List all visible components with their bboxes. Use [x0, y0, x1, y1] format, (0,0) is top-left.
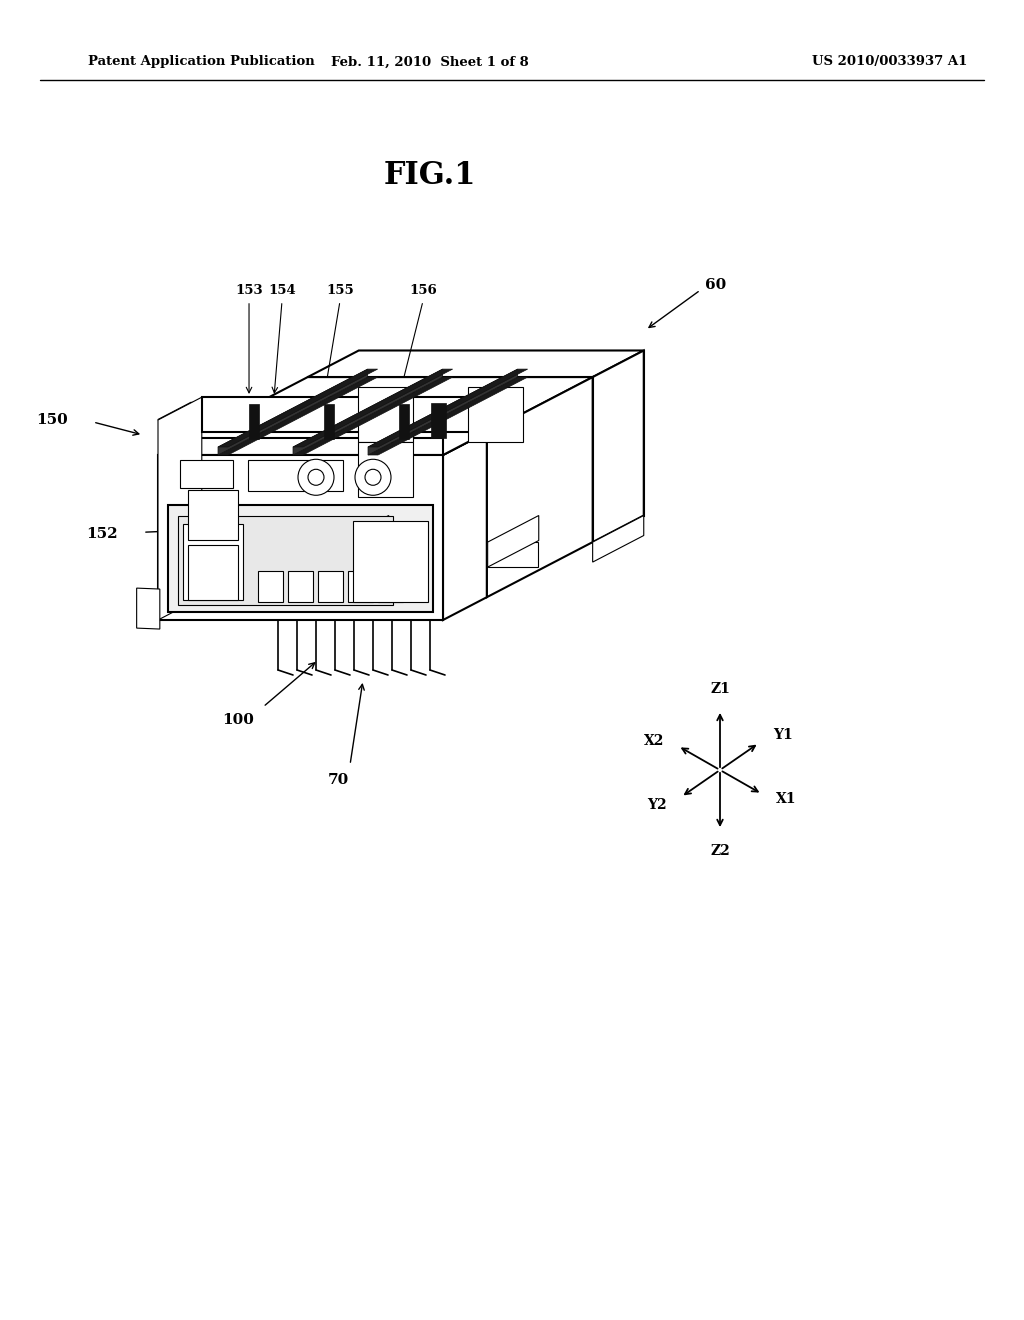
Polygon shape [324, 404, 334, 438]
Polygon shape [158, 438, 476, 455]
Polygon shape [487, 543, 538, 568]
Polygon shape [593, 516, 644, 562]
Text: Y2: Y2 [647, 799, 667, 812]
Text: X2: X2 [644, 734, 664, 748]
Polygon shape [158, 432, 486, 455]
Polygon shape [258, 570, 283, 602]
Circle shape [298, 459, 334, 495]
Polygon shape [249, 404, 259, 438]
Text: Patent Application Publication: Patent Application Publication [88, 55, 314, 69]
Polygon shape [353, 521, 428, 602]
Polygon shape [593, 351, 644, 543]
Text: 153: 153 [236, 284, 263, 297]
Polygon shape [338, 543, 388, 568]
Polygon shape [307, 378, 593, 543]
Polygon shape [293, 378, 453, 455]
Text: 155: 155 [327, 284, 354, 297]
Polygon shape [399, 404, 409, 438]
Text: Z2: Z2 [710, 843, 730, 858]
Circle shape [355, 459, 391, 495]
Polygon shape [368, 370, 527, 447]
Polygon shape [468, 387, 523, 442]
Text: 151: 151 [440, 486, 472, 500]
Polygon shape [178, 516, 393, 605]
Text: Z1: Z1 [710, 682, 730, 696]
Polygon shape [188, 490, 238, 540]
Polygon shape [358, 387, 414, 442]
Polygon shape [378, 570, 403, 602]
Polygon shape [288, 570, 313, 602]
Polygon shape [158, 397, 202, 620]
Polygon shape [158, 455, 443, 620]
Text: 152: 152 [86, 527, 118, 541]
Text: 60: 60 [706, 279, 727, 292]
Polygon shape [338, 516, 389, 568]
Polygon shape [318, 570, 343, 602]
Polygon shape [368, 370, 518, 455]
Polygon shape [293, 370, 453, 447]
Circle shape [365, 470, 381, 486]
Polygon shape [248, 459, 343, 491]
Polygon shape [136, 589, 160, 630]
Polygon shape [202, 378, 593, 432]
Polygon shape [486, 378, 593, 597]
Text: 154: 154 [268, 284, 296, 297]
Text: 150: 150 [36, 413, 68, 426]
Polygon shape [293, 370, 442, 455]
Text: FIG.1: FIG.1 [384, 160, 476, 190]
Polygon shape [202, 397, 486, 432]
Text: 100: 100 [222, 713, 254, 727]
Polygon shape [443, 432, 486, 620]
Polygon shape [348, 570, 373, 602]
Circle shape [308, 470, 324, 486]
Polygon shape [158, 403, 476, 420]
Polygon shape [307, 351, 644, 378]
Polygon shape [443, 403, 476, 455]
Text: Feb. 11, 2010  Sheet 1 of 8: Feb. 11, 2010 Sheet 1 of 8 [331, 55, 528, 69]
Polygon shape [188, 545, 238, 601]
Polygon shape [183, 524, 243, 601]
Polygon shape [368, 378, 527, 455]
Polygon shape [218, 370, 368, 455]
Polygon shape [218, 378, 378, 455]
Polygon shape [358, 442, 414, 496]
Polygon shape [358, 351, 644, 516]
Text: Y1: Y1 [773, 729, 793, 742]
Text: US 2010/0033937 A1: US 2010/0033937 A1 [812, 55, 968, 69]
Polygon shape [431, 403, 445, 438]
Polygon shape [190, 403, 476, 438]
Polygon shape [218, 370, 378, 447]
Polygon shape [180, 459, 233, 488]
Polygon shape [168, 504, 433, 612]
Text: 70: 70 [328, 774, 348, 787]
Polygon shape [487, 516, 539, 568]
Text: X1: X1 [776, 792, 797, 807]
Text: 156: 156 [410, 284, 437, 297]
